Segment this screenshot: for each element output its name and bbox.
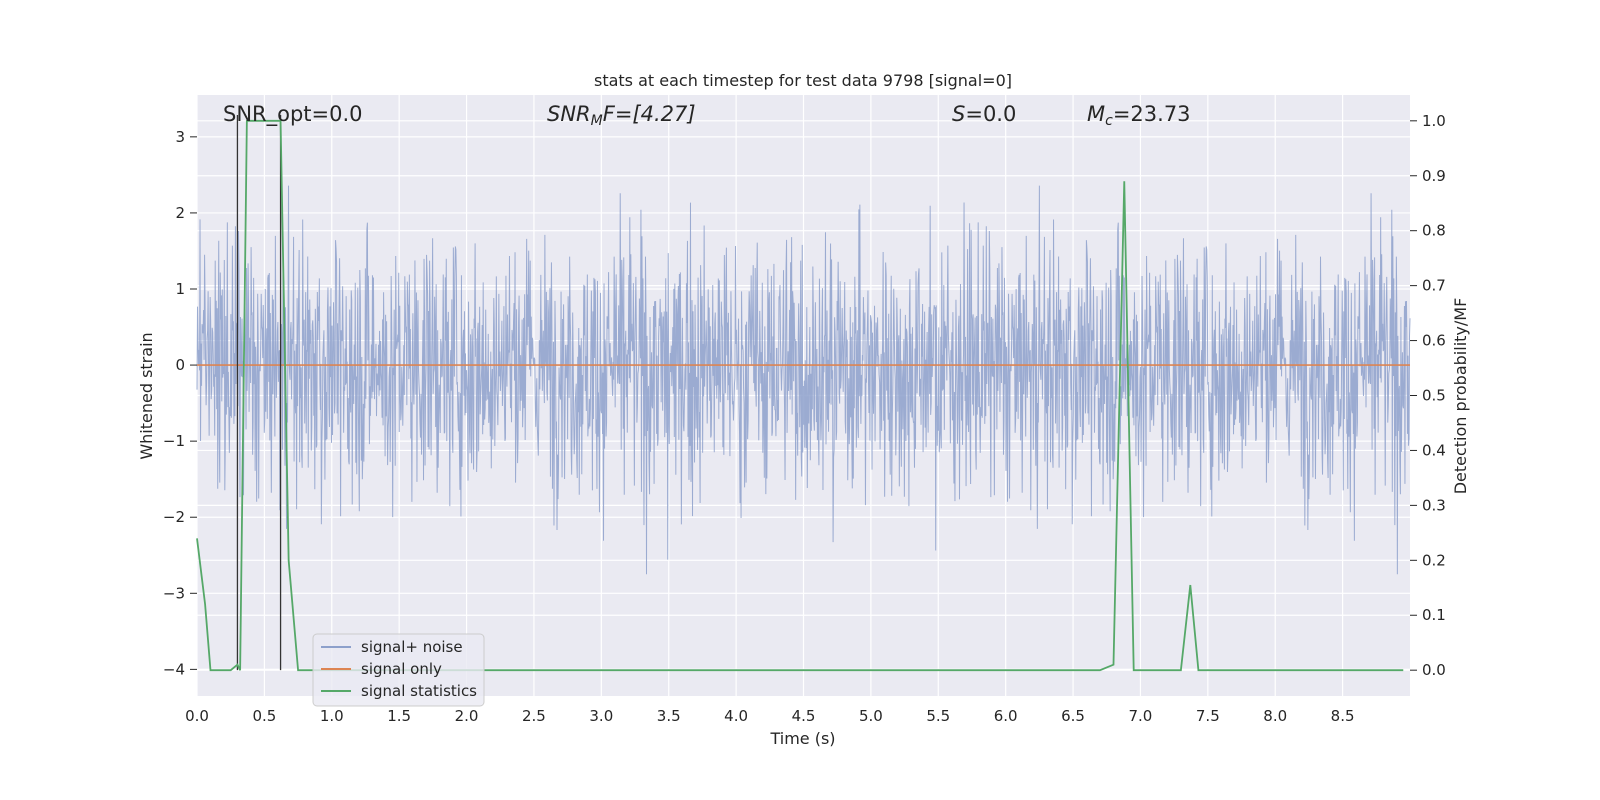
x-tick-label: 4.0 [724, 707, 748, 725]
x-tick-label: 8.5 [1331, 707, 1355, 725]
y2-tick-label: 1.0 [1422, 112, 1446, 130]
y-tick-label: −1 [163, 432, 185, 450]
x-tick-label: 0.5 [252, 707, 276, 725]
signal-noise-series [196, 185, 1411, 575]
x-tick-label: 1.0 [320, 707, 344, 725]
y-tick-label: −2 [163, 508, 185, 526]
x-tick-label: 2.0 [455, 707, 479, 725]
y2-tick-label: 0.8 [1422, 222, 1446, 240]
legend: signal+ noise signal only signal statist… [312, 633, 485, 707]
y2-tick-label: 0.6 [1422, 332, 1446, 350]
y2-tick-label: 0.3 [1422, 496, 1446, 514]
y-tick-label: 1 [175, 280, 185, 298]
y-tick-label: 0 [175, 356, 185, 374]
x-tick-labels: 0.0 0.5 1.0 1.5 2.0 2.5 3.0 3.5 4.0 4.5 5.0 5.5 6.0 6… [185, 707, 1354, 725]
annotation-snr-opt: SNR_opt=0.0 [223, 102, 363, 127]
x-tick-label: 3.5 [657, 707, 681, 725]
y2-axis-label: Detection probability/MF [1451, 298, 1470, 495]
y-tick-label: −4 [163, 660, 185, 678]
y2-tick-label: 0.7 [1422, 277, 1446, 295]
x-tick-label: 5.0 [859, 707, 883, 725]
y-tick-label: 3 [175, 128, 185, 146]
y2-tick-label: 0.5 [1422, 387, 1446, 405]
x-tick-label: 0.0 [185, 707, 209, 725]
y2-tick-label: 0.0 [1422, 661, 1446, 679]
y2-tick-label: 0.9 [1422, 167, 1446, 185]
y2-tick-label: 0.4 [1422, 441, 1446, 459]
legend-label-stats: signal statistics [361, 682, 477, 700]
annotation-snr-mf: SNRMF=[4.27] [547, 102, 696, 129]
y2-tick-label: 0.1 [1422, 606, 1446, 624]
y-tick-label: −3 [163, 584, 185, 602]
x-axis-label: Time (s) [769, 729, 835, 748]
x-tick-label: 1.5 [387, 707, 411, 725]
legend-box [312, 633, 485, 707]
legend-label-noise: signal+ noise [361, 638, 463, 656]
chart-title: stats at each timestep for test data 979… [594, 71, 1012, 90]
legend-label-signal: signal only [361, 660, 442, 678]
signal-statistics-line [196, 119, 1404, 672]
x-tick-label: 7.5 [1196, 707, 1220, 725]
y2-tick-label: 0.2 [1422, 551, 1446, 569]
signal-noise-line [196, 185, 1411, 575]
y-tick-labels: 3 2 1 0 −1 −2 −3 −4 [163, 128, 197, 678]
y-axis-label: Whitened strain [137, 332, 156, 459]
signal-statistics-series [196, 119, 1404, 672]
x-tick-label: 7.0 [1129, 707, 1153, 725]
x-tick-label: 6.5 [1061, 707, 1085, 725]
x-tick-label: 2.5 [522, 707, 546, 725]
vertical-markers [236, 115, 282, 671]
annotation-mc: Mc=23.73 [1087, 102, 1191, 129]
plot-area [196, 95, 1411, 696]
x-tick-label: 6.0 [994, 707, 1018, 725]
x-tick-label: 5.5 [926, 707, 950, 725]
y-tick-label: 2 [175, 204, 185, 222]
x-tick-label: 4.5 [792, 707, 816, 725]
annotation-s: S=0.0 [952, 102, 1016, 126]
y2-tick-labels: 1.0 0.9 0.8 0.7 0.6 0.5 0.4 0.3 0.2 0.1 0.0 [1410, 112, 1446, 679]
x-tick-label: 8.0 [1263, 707, 1287, 725]
x-tick-label: 3.0 [589, 707, 613, 725]
